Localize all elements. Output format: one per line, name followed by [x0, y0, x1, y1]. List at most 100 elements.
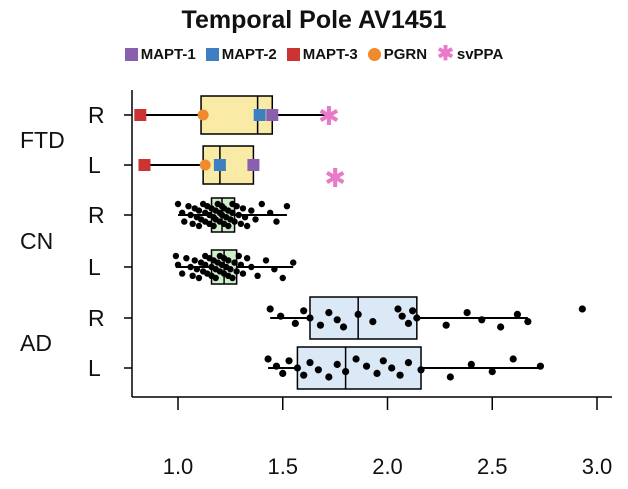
marker-pgrn [199, 159, 211, 171]
data-point [314, 366, 322, 374]
data-point [290, 259, 297, 266]
data-point [379, 357, 387, 365]
chart-title: Temporal Pole AV1451 [181, 6, 447, 34]
data-point [273, 218, 280, 225]
data-point [279, 369, 287, 377]
x-tick-label: 2.5 [477, 454, 508, 479]
legend-label-mapt-1: MAPT-1 [140, 46, 196, 63]
legend-label-pgrn: PGRN [383, 46, 428, 63]
data-point [233, 268, 240, 275]
data-point [262, 257, 270, 264]
data-point [488, 368, 496, 376]
row-label: R [88, 305, 105, 331]
data-point [283, 203, 291, 210]
data-point [237, 261, 245, 268]
marker-mapt-2 [253, 109, 266, 121]
x-tick-label: 1.5 [267, 454, 298, 479]
data-point [398, 312, 406, 320]
data-point [266, 305, 274, 313]
data-point [325, 373, 333, 381]
data-point [279, 274, 286, 282]
legend-marker-pgrn [367, 48, 381, 61]
data-point [235, 252, 242, 260]
marker-mapt-3 [138, 159, 151, 171]
data-point [306, 314, 314, 322]
x-tick-label: 2.0 [372, 454, 403, 479]
data-point [536, 362, 545, 370]
row-label: R [88, 202, 105, 228]
row-label: L [88, 152, 101, 178]
data-point [227, 266, 234, 273]
row-label: R [88, 102, 105, 128]
data-point [316, 321, 325, 329]
data-point [189, 220, 196, 227]
data-point [497, 323, 505, 331]
data-point [210, 222, 217, 230]
data-point [231, 218, 238, 225]
data-point [463, 309, 471, 317]
data-point [277, 312, 285, 320]
data-point [404, 319, 413, 327]
data-point [195, 222, 203, 230]
data-point [325, 309, 333, 317]
data-point [243, 222, 251, 230]
data-point [239, 270, 247, 277]
data-point [191, 257, 198, 264]
data-point [333, 360, 341, 368]
data-point [264, 355, 272, 363]
data-point [174, 261, 182, 268]
data-point [195, 274, 203, 282]
data-point [183, 255, 190, 262]
data-point [258, 200, 265, 208]
data-point [306, 359, 314, 367]
data-point [285, 357, 293, 365]
data-point [266, 209, 274, 216]
data-point [233, 203, 240, 210]
x-tick-label: 3.0 [582, 454, 613, 479]
data-point [235, 211, 242, 219]
data-point [404, 359, 413, 367]
data-point [229, 209, 236, 216]
data-point [417, 366, 425, 374]
data-point [239, 205, 247, 212]
legend-item-pgrn: PGRN [367, 46, 428, 63]
data-point [189, 272, 196, 279]
data-point [333, 316, 341, 324]
data-point [212, 274, 219, 282]
data-point [254, 272, 261, 279]
marker-mapt-1 [266, 109, 279, 121]
data-point [373, 369, 381, 377]
data-point [243, 255, 251, 262]
data-point [509, 355, 517, 363]
data-point [231, 259, 238, 266]
marker-mapt-2 [213, 159, 226, 171]
data-point [172, 252, 180, 260]
data-point [339, 323, 348, 331]
data-point [187, 211, 194, 219]
legend-label-mapt-3: MAPT-3 [302, 46, 358, 63]
group-label: AD [20, 330, 52, 356]
legend-item-svppa: ✱ svPPA [437, 43, 503, 65]
legend-item-mapt-1: MAPT-1 [124, 46, 196, 63]
legend-marker-mapt-3 [286, 48, 300, 61]
data-point [225, 257, 232, 264]
data-point [271, 266, 278, 273]
data-point [248, 207, 255, 214]
data-point [354, 310, 362, 318]
data-point [342, 368, 350, 376]
marker-mapt-3 [134, 109, 147, 121]
data-point [195, 207, 203, 214]
data-point [202, 261, 209, 268]
marker-mapt-1 [247, 159, 260, 171]
data-point [394, 305, 402, 313]
box [202, 145, 255, 185]
legend-marker-svppa: ✱ [437, 43, 454, 65]
data-point [446, 373, 454, 381]
data-point [352, 355, 360, 363]
legend-marker-mapt-2 [205, 48, 219, 61]
data-point [174, 200, 182, 208]
row-label: L [88, 355, 101, 381]
legend-marker-mapt-1 [124, 48, 138, 61]
data-point [409, 307, 417, 315]
